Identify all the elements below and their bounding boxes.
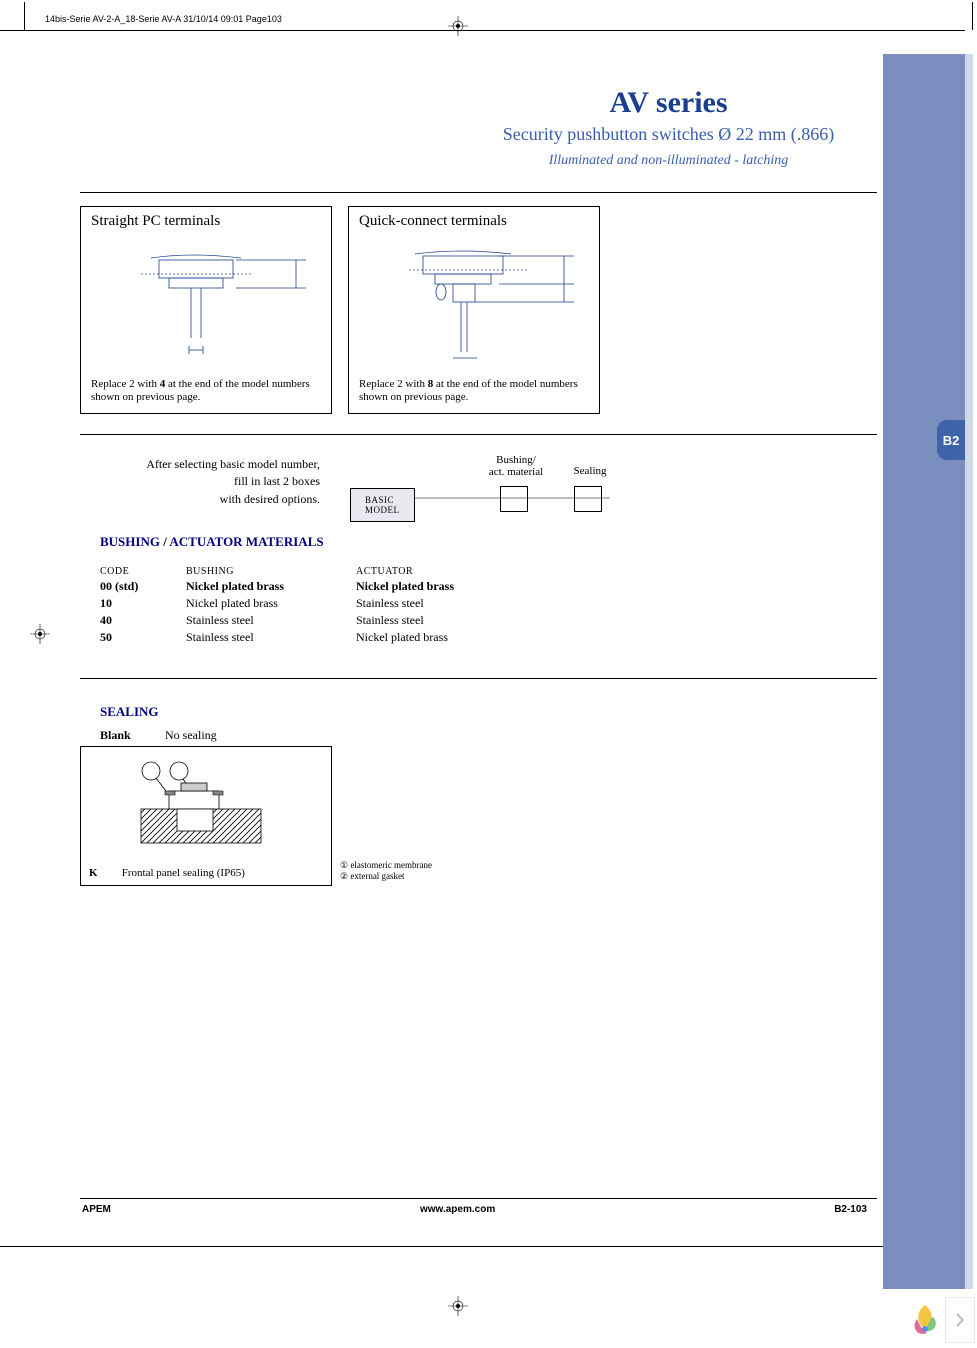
- footer-url: www.apem.com: [420, 1204, 495, 1215]
- crop-mark: [972, 2, 973, 30]
- document-header: AV series Security pushbutton switches Ø…: [460, 86, 877, 169]
- panel-title: Straight PC terminals: [81, 207, 331, 230]
- table-header-row: CODE BUSHING ACTUATOR: [100, 565, 526, 578]
- next-page-button[interactable]: [945, 1297, 975, 1343]
- option-box: [500, 486, 528, 512]
- straight-pc-panel: Straight PC terminals Replace 2 with 4 a…: [80, 206, 332, 414]
- footer-page: B2-103: [834, 1204, 867, 1215]
- chevron-right-icon: [955, 1312, 965, 1328]
- sealing-row-blank: Blank No sealing: [100, 728, 217, 743]
- section-tab: B2: [937, 420, 965, 460]
- materials-table: CODE BUSHING ACTUATOR 00 (std)Nickel pla…: [100, 565, 526, 646]
- page-description: Illuminated and non-illuminated - latchi…: [460, 153, 877, 169]
- sealing-heading: SEALING: [100, 704, 159, 720]
- registration-mark-icon: [448, 16, 468, 36]
- flow-label: act. material: [480, 466, 552, 478]
- terminal-diagram: [81, 230, 331, 378]
- flow-label: Bushing/: [480, 454, 552, 466]
- table-row: 10Nickel plated brassStainless steel: [100, 595, 526, 612]
- crop-mark: [0, 30, 965, 31]
- registration-mark-icon: [30, 624, 50, 644]
- page-subtitle: Security pushbutton switches Ø 22 mm (.8…: [460, 124, 877, 145]
- sidebar-extension: [965, 54, 973, 1289]
- divider: [80, 678, 877, 679]
- divider: [80, 434, 877, 435]
- terminal-diagram: [349, 230, 599, 378]
- page-title: AV series: [460, 86, 877, 120]
- viewer-logo-icon: [903, 1299, 947, 1343]
- divider: [80, 192, 877, 193]
- print-header: 14bis-Serie AV-2-A_18-Serie AV-A 31/10/1…: [45, 14, 282, 24]
- table-row: 40Stainless steelStainless steel: [100, 612, 526, 629]
- flow-label: Sealing: [560, 465, 620, 477]
- panel-note: Replace 2 with 8 at the end of the model…: [349, 378, 599, 414]
- crop-mark: [0, 1246, 965, 1247]
- sidebar: [883, 54, 965, 1289]
- sealing-legend: ① elastomeric membrane ② external gasket: [340, 860, 432, 882]
- bushing-heading: BUSHING / ACTUATOR MATERIALS: [100, 534, 324, 550]
- sealing-diagram-box: K Frontal panel sealing (IP65): [80, 746, 332, 886]
- footer-brand: APEM: [82, 1204, 111, 1215]
- basic-model-box: BASIC MODEL: [350, 488, 415, 522]
- panel-title: Quick-connect terminals: [349, 207, 599, 230]
- panel-note: Replace 2 with 4 at the end of the model…: [81, 378, 331, 414]
- divider: [80, 1198, 877, 1199]
- sealing-row-k: K Frontal panel sealing (IP65): [89, 867, 245, 879]
- crop-mark: [24, 2, 25, 30]
- option-instructions: After selecting basic model number, fill…: [100, 456, 320, 508]
- table-row: 50Stainless steelNickel plated brass: [100, 629, 526, 646]
- registration-mark-icon: [448, 1296, 468, 1316]
- sealing-diagram: [81, 747, 331, 857]
- table-row: 00 (std)Nickel plated brassNickel plated…: [100, 578, 526, 595]
- quick-connect-panel: Quick-connect terminals Replace 2 with 8…: [348, 206, 600, 414]
- option-box: [574, 486, 602, 512]
